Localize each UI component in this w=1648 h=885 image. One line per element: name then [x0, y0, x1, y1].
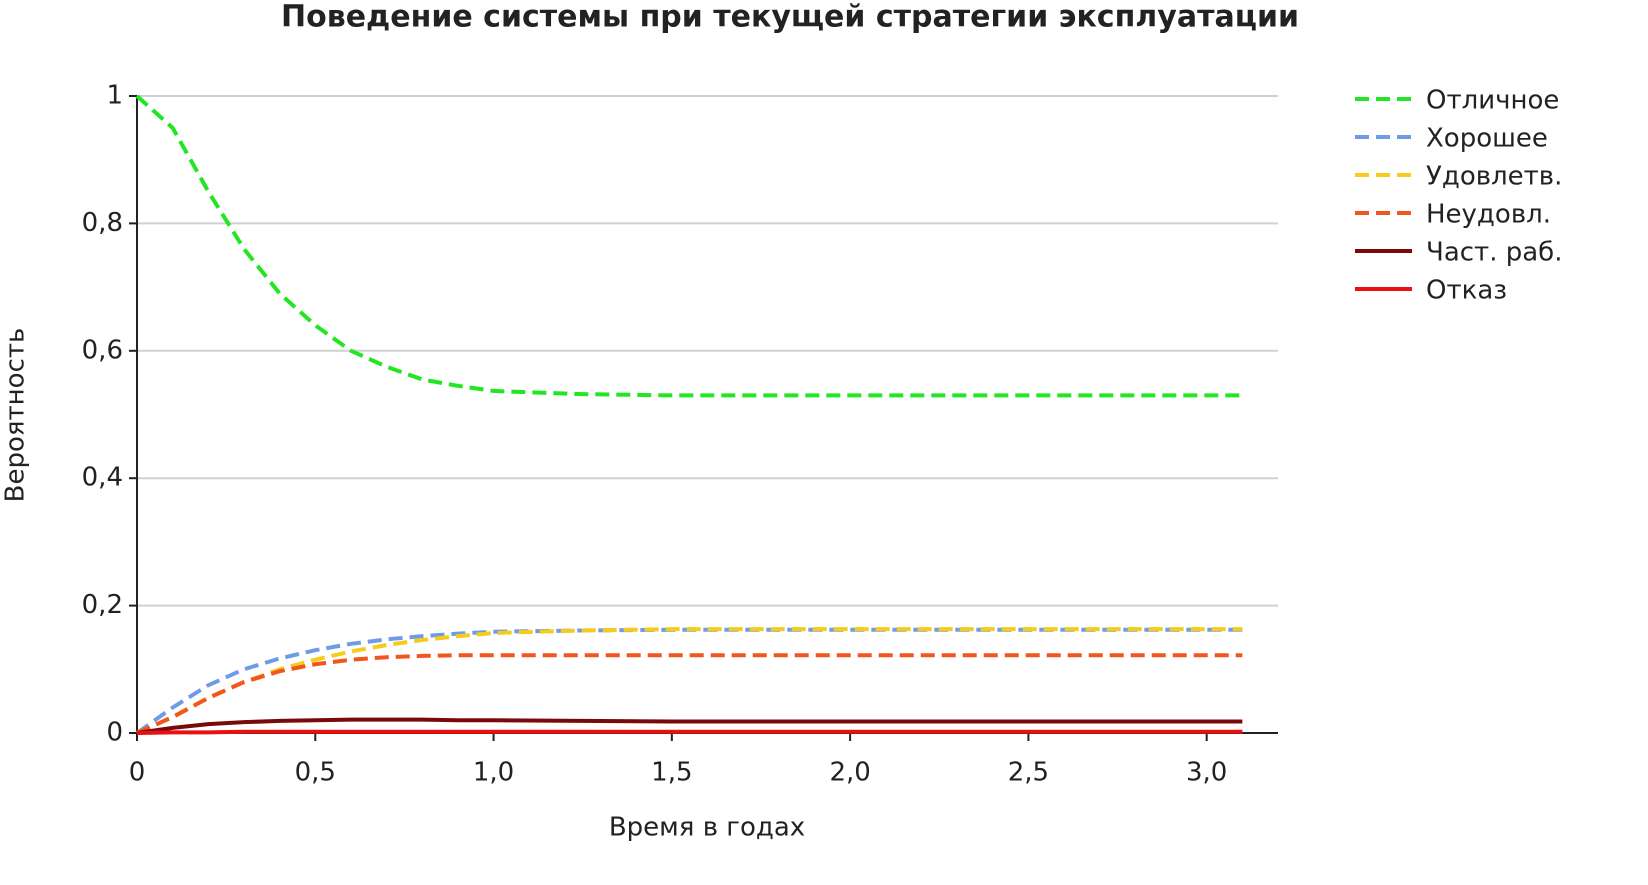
x-tick-label: 0,5 — [295, 758, 336, 788]
series-line — [136, 717, 1243, 735]
y-tick-label: 0,8 — [82, 208, 123, 238]
series-line — [136, 729, 1243, 735]
legend-label: Част. раб. — [1426, 238, 1562, 268]
x-tick-label: 3,0 — [1186, 758, 1227, 788]
y-tick-label: 0 — [106, 718, 123, 748]
legend-label: Неудовл. — [1426, 200, 1551, 230]
legend-label: Удовлетв. — [1426, 162, 1562, 192]
x-tick-label: 0 — [129, 758, 146, 788]
series-line — [135, 94, 1243, 398]
series-line — [136, 653, 1243, 735]
y-tick-label: 0,6 — [82, 335, 123, 365]
series-line — [135, 627, 1243, 735]
x-tick-label: 1,5 — [651, 758, 692, 788]
x-tick-label: 2,0 — [829, 758, 870, 788]
legend-label: Отказ — [1426, 276, 1507, 306]
x-tick-label: 2,5 — [1008, 758, 1049, 788]
y-tick-label: 1 — [106, 81, 123, 111]
legend-label: Хорошее — [1426, 124, 1548, 154]
y-axis-label: Вероятность — [1, 328, 31, 503]
x-tick-label: 1,0 — [473, 758, 514, 788]
chart-title: Поведение системы при текущей стратегии … — [281, 0, 1299, 35]
y-tick-label: 0,2 — [82, 590, 123, 620]
y-tick-label: 0,4 — [82, 463, 123, 493]
series-line — [136, 627, 1243, 735]
legend-label: Отличное — [1426, 86, 1559, 116]
x-axis-label: Время в годах — [609, 813, 805, 843]
